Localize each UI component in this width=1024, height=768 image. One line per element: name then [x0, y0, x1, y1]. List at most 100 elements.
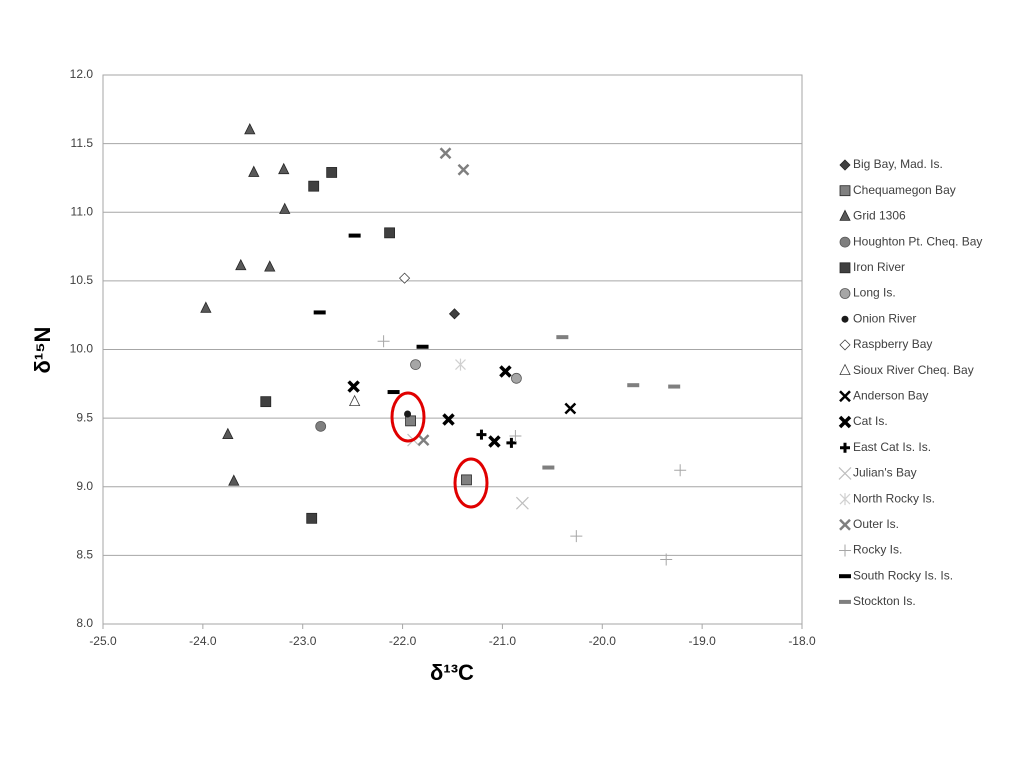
- data-point: [348, 394, 361, 407]
- x-tick-label: -21.0: [489, 634, 517, 648]
- data-point: [278, 162, 290, 175]
- data-point: [570, 530, 583, 543]
- y-tick-label: 10.5: [70, 273, 94, 287]
- data-point: [455, 358, 466, 371]
- data-point: [405, 415, 416, 427]
- data-point: [306, 512, 318, 524]
- legend-label: Outer Is.: [853, 517, 899, 531]
- legend-label: Iron River: [853, 260, 905, 274]
- legend-marker: [839, 339, 851, 351]
- data-point: [515, 496, 529, 510]
- data-point: [457, 163, 470, 176]
- legend-marker: [839, 518, 851, 531]
- legend-marker: [839, 544, 851, 557]
- data-point: [279, 202, 291, 214]
- legend-marker: [839, 185, 851, 197]
- x-axis-title: δ¹³C: [430, 660, 474, 685]
- legend-marker: [839, 209, 851, 221]
- data-point: [499, 365, 512, 378]
- y-tick-label: 11.5: [71, 136, 94, 150]
- data-point: [442, 413, 455, 426]
- data-point: [509, 429, 522, 442]
- data-point: [404, 410, 412, 418]
- x-tick-label: -24.0: [189, 634, 217, 648]
- data-point: [308, 180, 320, 192]
- data-point: [564, 402, 577, 415]
- y-tick-label: 8.0: [76, 616, 93, 630]
- data-point: [200, 301, 212, 313]
- y-tick-label: 10.0: [70, 342, 94, 356]
- data-point: [244, 123, 256, 135]
- legend-marker: [841, 315, 849, 323]
- y-axis-title: δ¹⁵N: [30, 327, 55, 374]
- data-point: [235, 258, 247, 271]
- x-tick-label: -19.0: [688, 634, 716, 648]
- data-point: [627, 383, 640, 388]
- legend-label: Cat Is.: [853, 414, 888, 428]
- data-point: [222, 427, 234, 439]
- legend-label: Grid 1306: [853, 209, 906, 223]
- legend-marker: [839, 262, 851, 274]
- data-point: [248, 165, 260, 177]
- data-point: [668, 384, 681, 389]
- data-point: [542, 465, 555, 470]
- x-tick-label: -20.0: [589, 634, 617, 648]
- data-point: [228, 474, 240, 486]
- data-point: [260, 396, 272, 408]
- legend-label: East Cat Is. Is.: [853, 440, 931, 454]
- data-point: [387, 390, 400, 395]
- legend-marker: [840, 442, 850, 453]
- legend-marker: [839, 159, 851, 171]
- legend-marker: [839, 363, 851, 376]
- legend-marker: [839, 236, 851, 248]
- data-point: [264, 260, 276, 272]
- data-point: [410, 359, 421, 370]
- data-point: [416, 344, 429, 349]
- data-point: [417, 434, 430, 446]
- legend-label: Long Is.: [853, 286, 896, 300]
- data-point: [313, 310, 326, 315]
- legend-marker: [839, 574, 851, 579]
- data-point: [377, 335, 390, 348]
- data-point: [660, 553, 673, 566]
- y-tick-label: 11.0: [71, 204, 94, 218]
- legend-marker: [839, 493, 851, 506]
- legend-label: Houghton Pt. Cheq. Bay: [853, 234, 982, 248]
- highlight-ellipse: [390, 391, 426, 443]
- legend-label: Chequamegon Bay: [853, 183, 956, 197]
- data-point: [315, 420, 327, 432]
- data-point: [439, 147, 452, 160]
- data-point: [476, 429, 487, 440]
- data-point: [348, 233, 361, 238]
- legend-label: North Rocky Is.: [853, 491, 935, 505]
- y-tick-label: 8.5: [76, 548, 93, 562]
- y-tick-label: 12.0: [70, 67, 94, 81]
- legend-label: Anderson Bay: [853, 388, 928, 402]
- legend-label: Stockton Is.: [853, 594, 916, 608]
- data-point: [461, 474, 472, 486]
- legend-label: Raspberry Bay: [853, 337, 932, 351]
- legend-label: South Rocky Is. Is.: [853, 568, 953, 582]
- data-point: [556, 335, 569, 340]
- plot-border: [102, 74, 803, 625]
- highlight-ellipse: [453, 457, 489, 509]
- legend-label: Sioux River Cheq. Bay: [853, 363, 974, 377]
- y-tick-label: 9.5: [76, 410, 93, 424]
- legend-marker: [839, 599, 851, 604]
- data-point: [511, 372, 522, 384]
- legend-marker: [838, 415, 852, 429]
- x-tick-label: -22.0: [389, 634, 417, 648]
- legend-label: Big Bay, Mad. Is.: [853, 157, 943, 171]
- data-point: [384, 227, 395, 239]
- legend-marker: [839, 390, 851, 403]
- x-tick-label: -25.0: [89, 634, 117, 648]
- y-tick-label: 9.0: [76, 479, 93, 493]
- data-point: [326, 167, 338, 178]
- data-point: [399, 272, 411, 284]
- data-point: [674, 464, 687, 477]
- data-point: [488, 435, 501, 448]
- data-point: [506, 437, 517, 448]
- x-tick-label: -18.0: [788, 634, 816, 648]
